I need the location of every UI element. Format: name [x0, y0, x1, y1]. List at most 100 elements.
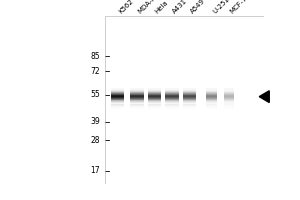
- Bar: [148, 91, 161, 92]
- Bar: [182, 106, 196, 107]
- Bar: [224, 93, 234, 94]
- Bar: [165, 88, 178, 89]
- Bar: [111, 89, 124, 90]
- Bar: [111, 90, 124, 91]
- Bar: [182, 101, 196, 102]
- Bar: [182, 94, 196, 95]
- Bar: [182, 103, 196, 104]
- Bar: [148, 105, 161, 106]
- Bar: [224, 96, 234, 97]
- Bar: [148, 106, 161, 108]
- Bar: [165, 106, 178, 107]
- Bar: [224, 89, 234, 90]
- Bar: [148, 102, 161, 103]
- Bar: [165, 100, 178, 101]
- Bar: [224, 102, 234, 103]
- Bar: [206, 104, 218, 105]
- Bar: [111, 106, 124, 107]
- Bar: [165, 97, 178, 98]
- Bar: [206, 106, 218, 108]
- Bar: [130, 103, 144, 104]
- Bar: [206, 107, 218, 108]
- Bar: [206, 98, 218, 99]
- Bar: [206, 99, 218, 100]
- Bar: [224, 94, 234, 95]
- Bar: [224, 91, 234, 92]
- Bar: [111, 98, 124, 99]
- Bar: [206, 106, 218, 107]
- Bar: [148, 107, 161, 109]
- Bar: [148, 92, 161, 93]
- Bar: [111, 100, 124, 101]
- Bar: [224, 95, 234, 96]
- Bar: [224, 97, 234, 98]
- Bar: [130, 97, 144, 98]
- Bar: [224, 104, 234, 106]
- Bar: [148, 104, 161, 106]
- Bar: [224, 105, 234, 107]
- Bar: [148, 106, 161, 107]
- Bar: [224, 107, 234, 109]
- Bar: [224, 104, 234, 105]
- Bar: [206, 104, 218, 105]
- Bar: [130, 100, 144, 101]
- Bar: [165, 104, 178, 105]
- Bar: [165, 99, 178, 100]
- Bar: [165, 94, 178, 95]
- Bar: [148, 95, 161, 96]
- Bar: [206, 96, 218, 97]
- Bar: [111, 105, 124, 107]
- Bar: [224, 100, 234, 101]
- Bar: [165, 93, 178, 94]
- Bar: [182, 104, 196, 106]
- Bar: [165, 105, 178, 106]
- Bar: [148, 89, 161, 90]
- Bar: [111, 99, 124, 100]
- Bar: [111, 102, 124, 103]
- Bar: [111, 101, 124, 102]
- Text: MDA-MB-231: MDA-MB-231: [137, 0, 173, 14]
- Bar: [182, 104, 196, 105]
- Bar: [165, 106, 178, 108]
- Bar: [224, 99, 234, 100]
- Bar: [165, 107, 178, 109]
- Text: 17: 17: [91, 166, 100, 175]
- Bar: [148, 100, 161, 101]
- Bar: [182, 96, 196, 97]
- Bar: [206, 90, 218, 91]
- Bar: [111, 96, 124, 97]
- Bar: [148, 101, 161, 102]
- Bar: [182, 105, 196, 106]
- Bar: [111, 107, 124, 109]
- Bar: [130, 93, 144, 94]
- Bar: [182, 100, 196, 101]
- Bar: [182, 107, 196, 108]
- Bar: [111, 95, 124, 96]
- Text: 85: 85: [91, 52, 100, 61]
- Bar: [130, 101, 144, 102]
- Bar: [130, 96, 144, 97]
- Bar: [130, 105, 144, 106]
- Bar: [130, 92, 144, 93]
- Bar: [182, 95, 196, 96]
- Bar: [182, 107, 196, 109]
- Bar: [111, 104, 124, 105]
- Bar: [148, 104, 161, 105]
- Bar: [111, 107, 124, 108]
- Bar: [182, 92, 196, 93]
- Bar: [182, 99, 196, 100]
- Bar: [165, 90, 178, 91]
- Bar: [111, 97, 124, 98]
- Bar: [130, 90, 144, 91]
- Bar: [224, 105, 234, 106]
- Bar: [224, 92, 234, 93]
- Bar: [182, 102, 196, 103]
- Bar: [206, 89, 218, 90]
- Bar: [130, 88, 144, 89]
- Bar: [206, 104, 218, 106]
- Bar: [206, 92, 218, 93]
- Bar: [148, 106, 161, 107]
- Bar: [111, 106, 124, 108]
- Bar: [111, 107, 124, 109]
- Bar: [206, 102, 218, 103]
